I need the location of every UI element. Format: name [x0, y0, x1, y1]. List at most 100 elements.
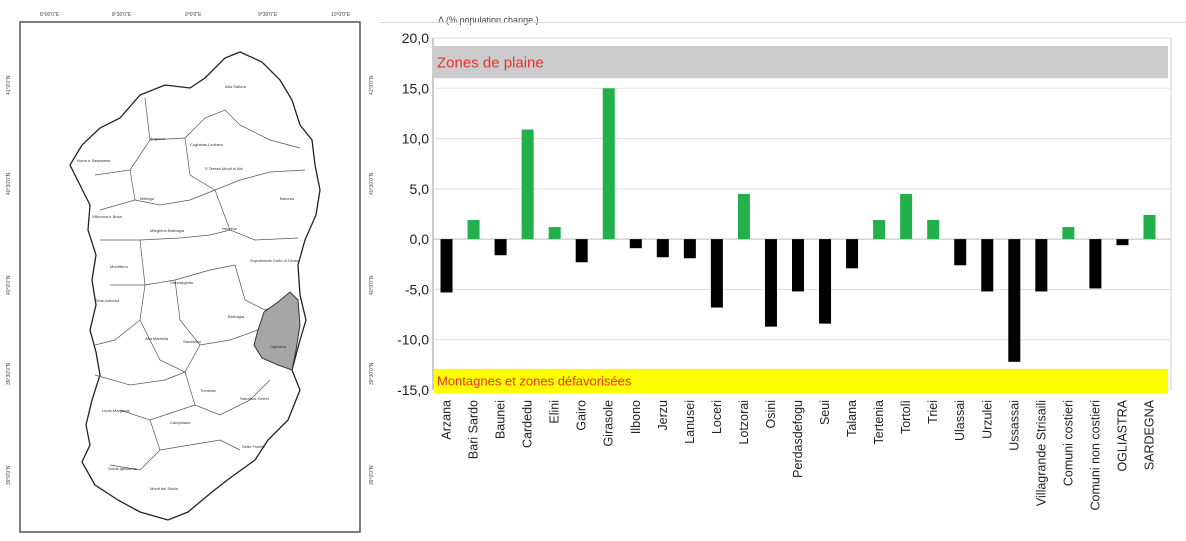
- svg-text:Campidano: Campidano: [170, 420, 191, 425]
- subregion-labels: Alta Gallura Nurra e Sassarese Anglona C…: [77, 84, 300, 491]
- map-right-tick-label: 39°30'0"N: [369, 362, 375, 385]
- bar: [792, 239, 804, 292]
- bar: [1035, 239, 1048, 292]
- x-tick-label: Lanusei: [683, 400, 697, 444]
- map-left-tick-label: 40°0'0"N: [6, 275, 12, 295]
- svg-text:Sarrabus-Gerrei: Sarrabus-Gerrei: [240, 396, 269, 401]
- x-tick-label: Gairo: [575, 400, 589, 431]
- bar-chart: Zones de plaine Montagnes et zones défavo…: [397, 30, 1172, 510]
- svg-text:Supramonte Golfo di Orosei: Supramonte Golfo di Orosei: [250, 258, 300, 263]
- bar: [873, 220, 886, 240]
- y-tick-label: -5,0: [405, 281, 429, 297]
- map-right-ticks: 41°0'0"N 40°30'0"N 40°0'0"N 39°30'0"N 39°0'0…: [369, 75, 375, 485]
- x-tick-label: Comuni non costieri: [1088, 400, 1102, 510]
- bar: [1008, 239, 1021, 362]
- svg-text:Baronia: Baronia: [280, 196, 295, 201]
- y-tick-label: 0,0: [410, 231, 430, 247]
- map-top-ticks: 8°00'0"E 8°30'0"E 9°0'0"E 9°30'0"E 10°0'0"E: [40, 12, 351, 18]
- svg-text:Anglona: Anglona: [150, 136, 165, 141]
- bar: [954, 239, 967, 266]
- x-tick-label: Talana: [845, 400, 859, 437]
- map-right-tick-label: 39°0'0"N: [369, 465, 375, 485]
- x-tick-label: Tertenia: [872, 400, 886, 445]
- map-top-tick-label: 9°30'0"E: [258, 12, 278, 18]
- x-tick-label: Baunei: [494, 400, 508, 439]
- map-top-tick-label: 9°0'0"E: [185, 12, 202, 18]
- bar: [846, 239, 859, 269]
- map-right-tick-label: 41°0'0"N: [369, 75, 375, 95]
- map-left-ticks: 41°0'0"N 40°30'0"N 40°0'0"N 39°30'0"N 39°0'0…: [6, 75, 12, 485]
- bar: [927, 220, 940, 240]
- x-tick-label: Comuni costieri: [1061, 400, 1075, 486]
- x-tick-label: OGLIASTRA: [1115, 399, 1129, 471]
- bar: [764, 239, 777, 327]
- svg-text:Ogliastra: Ogliastra: [270, 344, 287, 349]
- map-left-tick-label: 41°0'0"N: [6, 75, 12, 95]
- x-tick-label: Bari Sardo: [467, 400, 481, 459]
- svg-text:Marghine-Barbagia: Marghine-Barbagia: [150, 228, 185, 233]
- map-left-tick-label: 39°30'0"N: [6, 362, 12, 385]
- x-tick-label: Ilbono: [629, 400, 643, 434]
- bar: [494, 239, 507, 256]
- x-tick-label: Arzana: [440, 400, 454, 440]
- map-top-tick-label: 8°00'0"E: [40, 12, 60, 18]
- sardinia-outline: [69, 51, 321, 521]
- bar: [710, 239, 723, 308]
- y-tick-label: 15,0: [402, 80, 429, 96]
- sardinia-map-panel: 8°00'0"E 8°30'0"E 9°0'0"E 9°30'0"E 10°0'0"E …: [0, 0, 380, 536]
- svg-text:Linas-Marganai: Linas-Marganai: [102, 408, 130, 413]
- x-tick-label: Tortolì: [899, 400, 913, 434]
- svg-text:S.Teresa Monti di Alà: S.Teresa Monti di Alà: [205, 166, 243, 171]
- bar: [737, 193, 750, 240]
- bar: [1089, 239, 1102, 289]
- svg-text:Sinis-Arborea: Sinis-Arborea: [95, 298, 120, 303]
- x-tick-label: Seui: [818, 400, 832, 425]
- svg-text:Sulcis Iglesiente: Sulcis Iglesiente: [108, 466, 138, 471]
- bar: [819, 239, 832, 324]
- chart-panel: Δ (% population change ) Zones de plaine…: [380, 0, 1186, 536]
- bar: [467, 220, 480, 240]
- y-tick-label: -10,0: [397, 332, 429, 348]
- svg-text:Alta Gallura: Alta Gallura: [225, 84, 247, 89]
- map-right-tick-label: 40°30'0"N: [369, 172, 375, 195]
- x-tick-label: Girasole: [602, 400, 616, 447]
- x-tick-label: Jerzu: [656, 400, 670, 431]
- y-tick-label: -15,0: [397, 382, 429, 398]
- bar: [521, 129, 534, 240]
- bar: [602, 88, 615, 240]
- svg-text:Villanova e Bosa: Villanova e Bosa: [92, 214, 123, 219]
- bar: [1143, 215, 1156, 240]
- y-tick-label: 5,0: [410, 181, 430, 197]
- map-left-tick-label: 39°0'0"N: [6, 465, 12, 485]
- grid-lines: [432, 37, 1172, 391]
- x-tick-label: Osini: [764, 400, 778, 428]
- x-tick-label: Cardedu: [521, 400, 535, 448]
- x-tick-label: Ulassai: [953, 400, 967, 441]
- map-right-tick-label: 40°0'0"N: [369, 275, 375, 295]
- x-tick-label: Ussassai: [1007, 400, 1021, 451]
- x-tick-label: Urzulei: [980, 400, 994, 439]
- bar: [440, 239, 453, 293]
- subregion-borders: [94, 97, 306, 471]
- bar: [629, 239, 642, 249]
- zone-band: [434, 368, 1168, 394]
- svg-text:Nuorese: Nuorese: [222, 226, 238, 231]
- bar: [981, 239, 994, 292]
- svg-text:Meilogu: Meilogu: [140, 196, 154, 201]
- svg-text:Alta Marmilla: Alta Marmilla: [145, 336, 169, 341]
- svg-text:Nurra e Sassarese: Nurra e Sassarese: [77, 158, 111, 163]
- map-top-tick-label: 10°0'0"E: [331, 12, 351, 18]
- x-tick-label: Lotzorai: [737, 400, 751, 444]
- ogliastra-region: [253, 291, 301, 371]
- svg-text:Gennargentu: Gennargentu: [170, 280, 193, 285]
- svg-text:Sarcidano: Sarcidano: [183, 339, 202, 344]
- bar: [656, 239, 669, 258]
- x-tick-label: Triei: [926, 400, 940, 424]
- x-tick-label: SARDEGNA: [1142, 399, 1156, 470]
- y-tick-label: 10,0: [402, 131, 429, 147]
- bar: [575, 239, 588, 263]
- x-tick-label: Villagrande Strisaili: [1034, 400, 1048, 506]
- zone-band: [434, 46, 1168, 79]
- sardinia-map: 8°00'0"E 8°30'0"E 9°0'0"E 9°30'0"E 10°0'0"E …: [6, 12, 375, 533]
- bar: [548, 227, 561, 240]
